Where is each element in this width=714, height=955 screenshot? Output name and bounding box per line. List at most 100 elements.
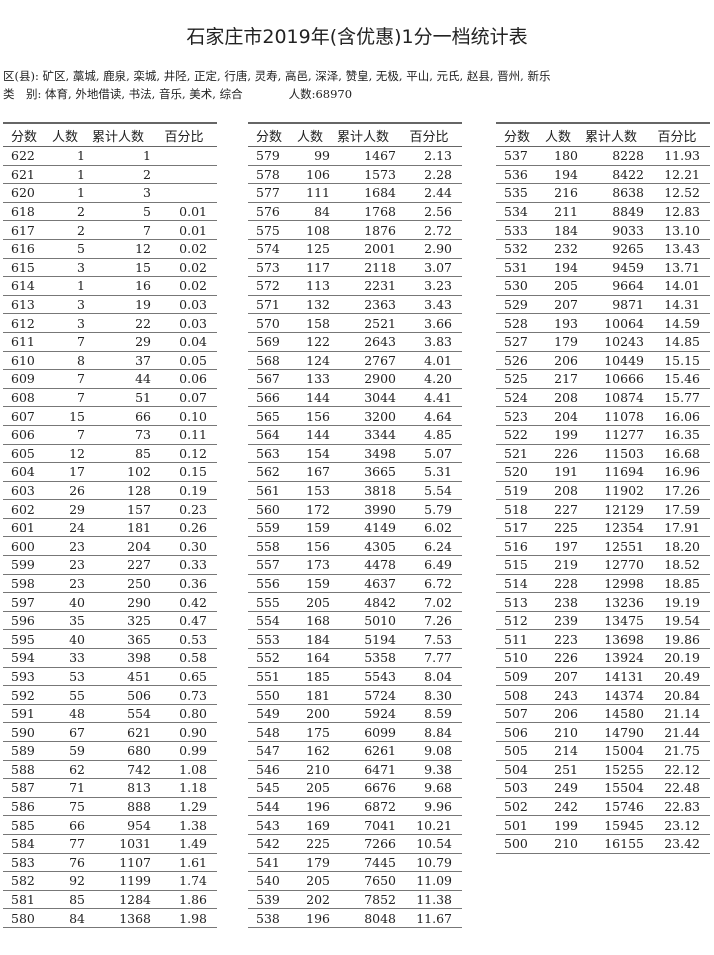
cell-count: 238 bbox=[538, 592, 578, 612]
cell-cumulative: 11078 bbox=[578, 406, 644, 426]
table-row: 567 133 2900 4.20 bbox=[248, 369, 462, 389]
cell-count: 40 bbox=[45, 592, 85, 612]
table-row: 529 207 9871 14.31 bbox=[496, 295, 710, 315]
table-row: 622 1 1 bbox=[3, 146, 217, 166]
table-row: 559 159 4149 6.02 bbox=[248, 518, 462, 538]
cell-cumulative: 7 bbox=[85, 220, 151, 240]
cell-cumulative: 8638 bbox=[578, 183, 644, 203]
cell-percent: 14.31 bbox=[644, 295, 710, 315]
cell-percent: 6.72 bbox=[396, 574, 462, 594]
cell-percent: 4.01 bbox=[396, 351, 462, 371]
cell-percent: 15.15 bbox=[644, 351, 710, 371]
table-row: 540 205 7650 11.09 bbox=[248, 871, 462, 891]
cell-cumulative: 157 bbox=[85, 499, 151, 519]
table-row: 594 33 398 0.58 bbox=[3, 648, 217, 668]
cell-count: 210 bbox=[538, 722, 578, 742]
cell-score: 509 bbox=[496, 667, 538, 687]
cell-count: 122 bbox=[290, 332, 330, 352]
cell-count: 162 bbox=[290, 741, 330, 761]
cell-cumulative: 14374 bbox=[578, 685, 644, 705]
cell-percent: 21.75 bbox=[644, 741, 710, 761]
cell-cumulative: 10666 bbox=[578, 369, 644, 389]
cell-score: 535 bbox=[496, 183, 538, 203]
table-row: 538 196 8048 11.67 bbox=[248, 908, 462, 928]
table-row: 598 23 250 0.36 bbox=[3, 574, 217, 594]
cell-percent: 0.33 bbox=[151, 555, 217, 575]
cell-percent: 0.02 bbox=[151, 239, 217, 259]
table-row: 606 7 73 0.11 bbox=[3, 425, 217, 445]
cell-score: 581 bbox=[3, 890, 45, 910]
cell-cumulative: 290 bbox=[85, 592, 151, 612]
cell-cumulative: 19 bbox=[85, 295, 151, 315]
cell-percent: 0.03 bbox=[151, 295, 217, 315]
cell-percent: 1.08 bbox=[151, 760, 217, 780]
cell-count: 153 bbox=[290, 481, 330, 501]
table-row: 611 7 29 0.04 bbox=[3, 332, 217, 352]
cell-percent: 18.52 bbox=[644, 555, 710, 575]
cell-cumulative: 680 bbox=[85, 741, 151, 761]
table-row: 505 214 15004 21.75 bbox=[496, 741, 710, 761]
cell-count: 108 bbox=[290, 220, 330, 240]
cell-count: 71 bbox=[45, 778, 85, 798]
cell-cumulative: 181 bbox=[85, 518, 151, 538]
cell-count: 2 bbox=[45, 220, 85, 240]
cell-cumulative: 2231 bbox=[330, 276, 396, 296]
cell-percent: 0.42 bbox=[151, 592, 217, 612]
cell-score: 550 bbox=[248, 685, 290, 705]
cell-count: 205 bbox=[290, 871, 330, 891]
table-row: 575 108 1876 2.72 bbox=[248, 220, 462, 240]
cell-score: 540 bbox=[248, 871, 290, 891]
cell-percent: 0.01 bbox=[151, 220, 217, 240]
cell-score: 618 bbox=[3, 202, 45, 222]
cell-score: 593 bbox=[3, 667, 45, 687]
table-row: 586 75 888 1.29 bbox=[3, 797, 217, 817]
cell-count: 125 bbox=[290, 239, 330, 259]
cell-score: 578 bbox=[248, 165, 290, 185]
cell-percent: 19.54 bbox=[644, 611, 710, 631]
table-row: 508 243 14374 20.84 bbox=[496, 685, 710, 705]
cell-cumulative: 7041 bbox=[330, 815, 396, 835]
cell-score: 543 bbox=[248, 815, 290, 835]
cell-count: 111 bbox=[290, 183, 330, 203]
table-row: 560 172 3990 5.79 bbox=[248, 499, 462, 519]
cell-count: 227 bbox=[538, 499, 578, 519]
table-row: 552 164 5358 7.77 bbox=[248, 648, 462, 668]
table-row: 564 144 3344 4.85 bbox=[248, 425, 462, 445]
cell-count: 251 bbox=[538, 760, 578, 780]
cell-cumulative: 44 bbox=[85, 369, 151, 389]
cell-score: 505 bbox=[496, 741, 538, 761]
table-row: 581 85 1284 1.86 bbox=[3, 890, 217, 910]
table-row: 617 2 7 0.01 bbox=[3, 220, 217, 240]
table-row: 588 62 742 1.08 bbox=[3, 760, 217, 780]
cell-cumulative: 12129 bbox=[578, 499, 644, 519]
cell-count: 173 bbox=[290, 555, 330, 575]
cell-count: 164 bbox=[290, 648, 330, 668]
cell-score: 527 bbox=[496, 332, 538, 352]
table-row: 519 208 11902 17.26 bbox=[496, 481, 710, 501]
cell-score: 611 bbox=[3, 332, 45, 352]
table-row: 620 1 3 bbox=[3, 183, 217, 203]
cell-count: 156 bbox=[290, 536, 330, 557]
cell-count: 144 bbox=[290, 425, 330, 445]
cell-count: 92 bbox=[45, 871, 85, 891]
cell-count: 204 bbox=[538, 406, 578, 426]
cell-percent: 0.19 bbox=[151, 481, 217, 501]
cell-cumulative: 6872 bbox=[330, 797, 396, 817]
cell-score: 532 bbox=[496, 239, 538, 259]
cell-score: 544 bbox=[248, 797, 290, 817]
table-row: 533 184 9033 13.10 bbox=[496, 220, 710, 240]
cell-count: 55 bbox=[45, 685, 85, 705]
cell-score: 524 bbox=[496, 388, 538, 408]
cell-count: 217 bbox=[538, 369, 578, 389]
table-row: 541 179 7445 10.79 bbox=[248, 853, 462, 873]
cell-percent: 0.10 bbox=[151, 406, 217, 426]
cell-score: 536 bbox=[496, 165, 538, 185]
cell-score: 538 bbox=[248, 908, 290, 928]
table-row: 536 194 8422 12.21 bbox=[496, 165, 710, 185]
cell-cumulative: 37 bbox=[85, 351, 151, 371]
table-row: 517 225 12354 17.91 bbox=[496, 518, 710, 538]
score-table-1: 分数 人数 累计人数 百分比 622 1 1 621 1 2 620 1 3 618 2 5 0.01 617 2 7… bbox=[3, 122, 217, 928]
cell-count: 216 bbox=[538, 183, 578, 203]
cell-score: 510 bbox=[496, 648, 538, 668]
table-row: 502 242 15746 22.83 bbox=[496, 797, 710, 817]
